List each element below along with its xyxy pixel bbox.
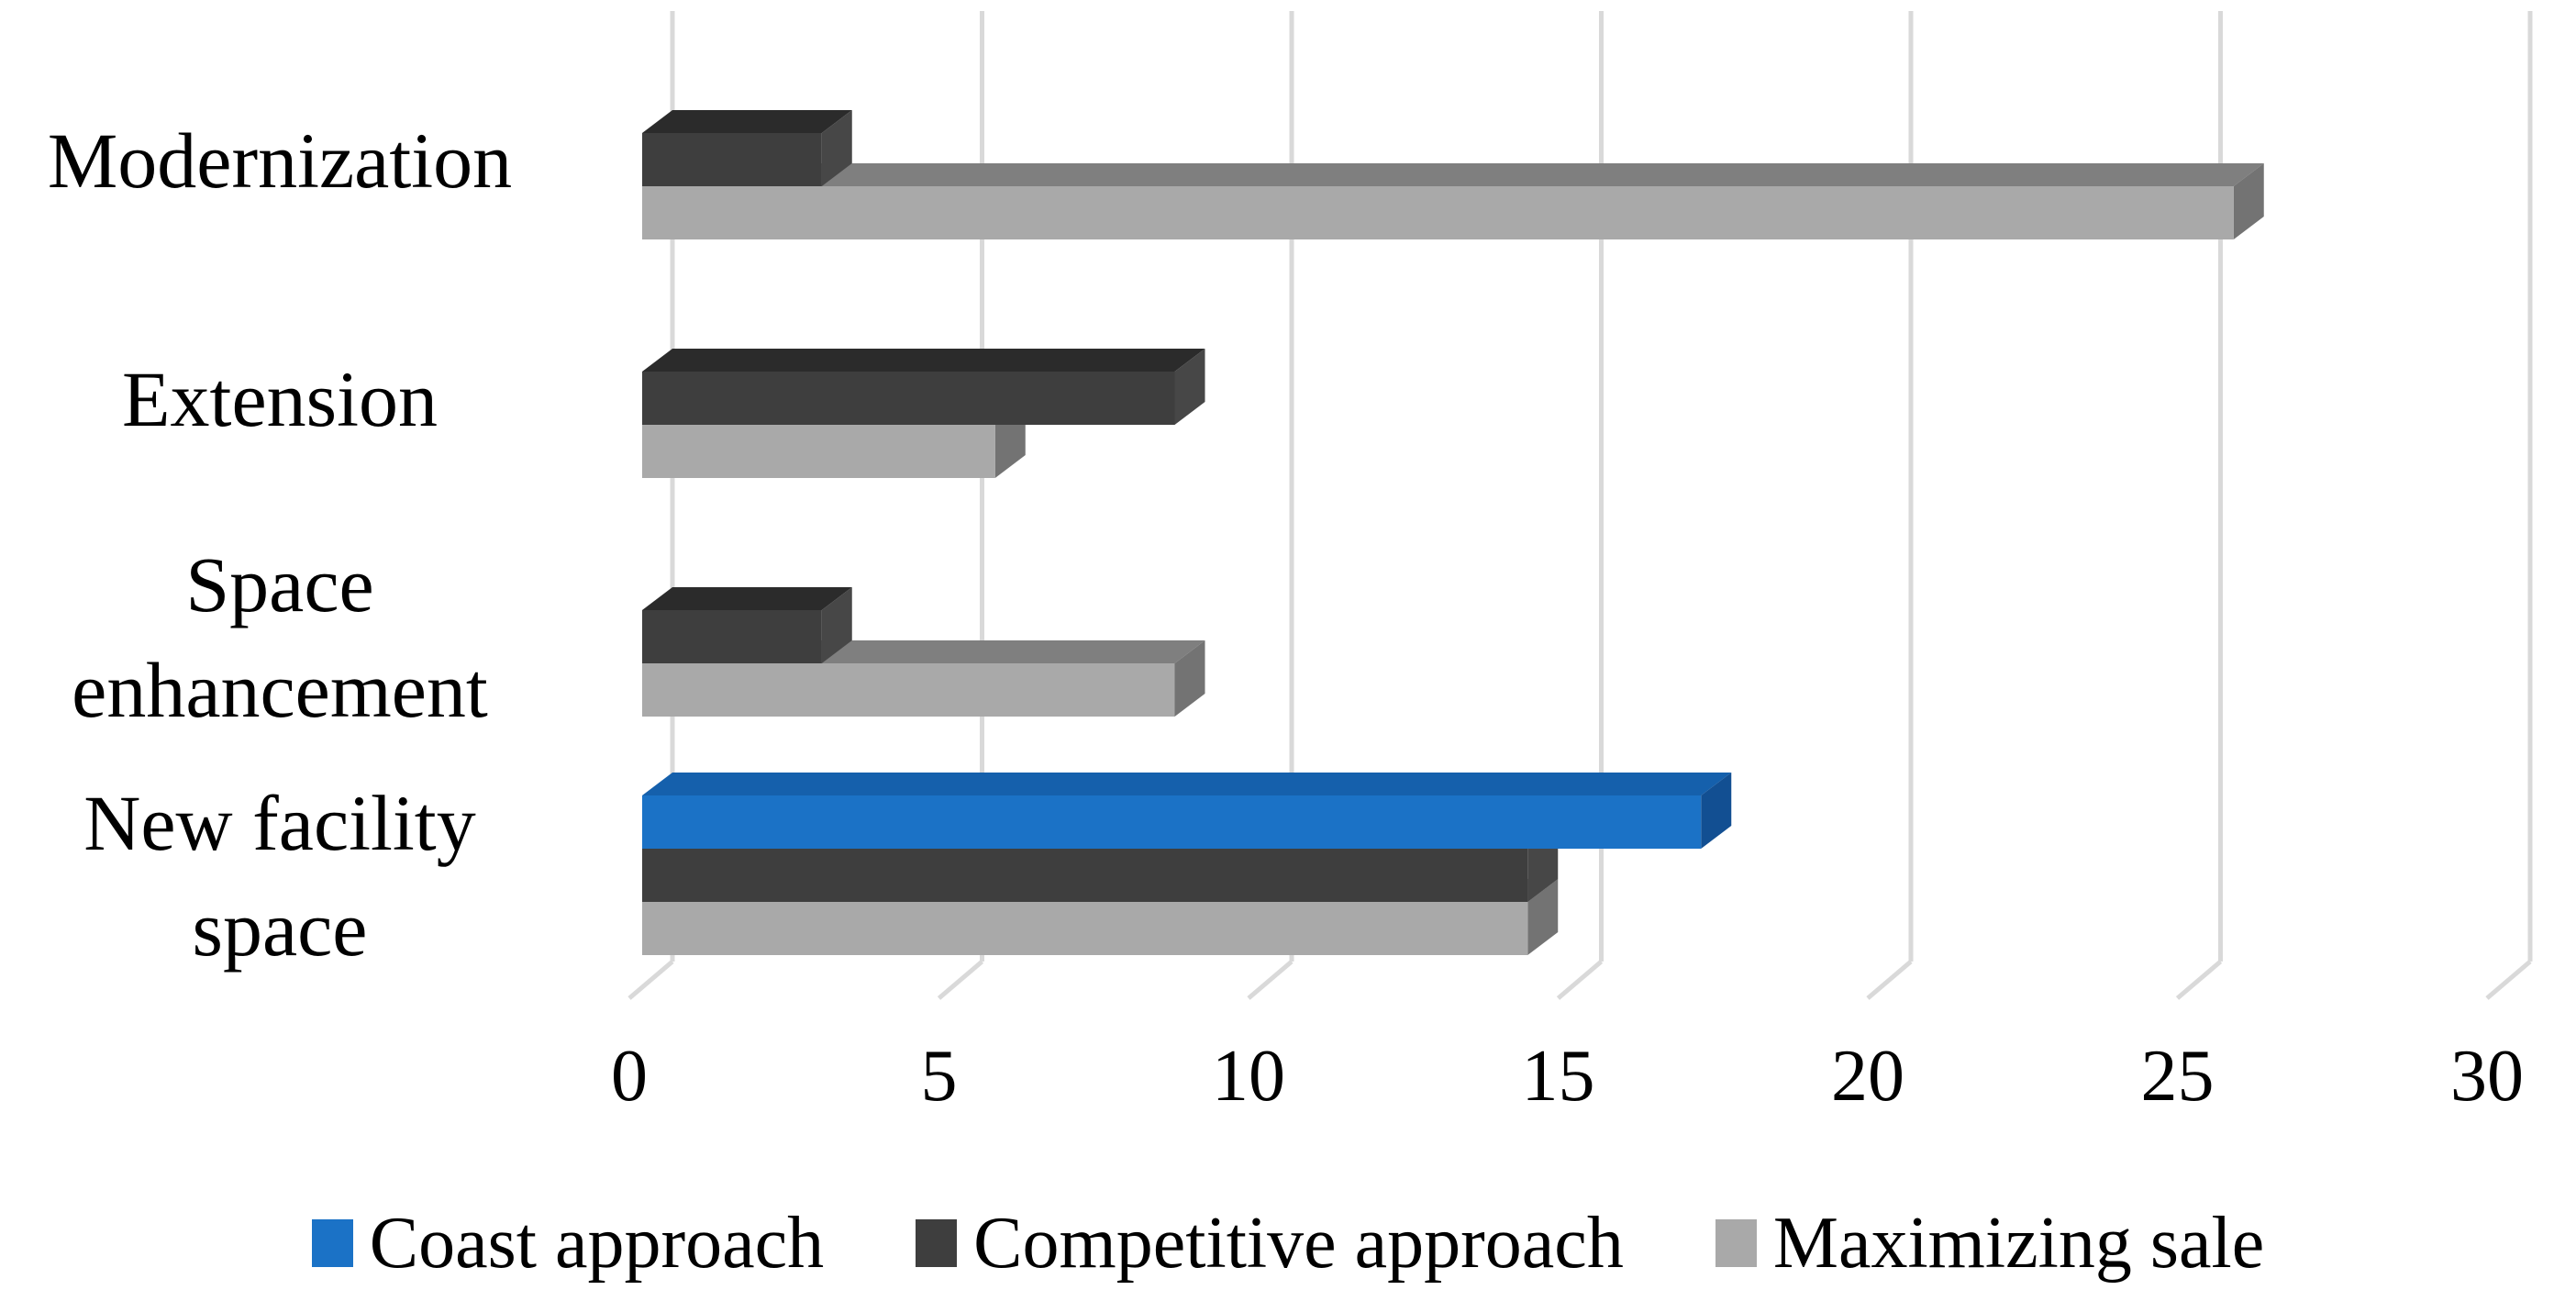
bar-modernization-competitive-approach	[642, 110, 852, 186]
gridline-30	[2485, 11, 2533, 1000]
bar-end-face	[821, 587, 852, 663]
gridline-20	[1866, 11, 1914, 1000]
gridline-25	[2175, 11, 2223, 1000]
x-tick-label-5: 5	[920, 1036, 958, 1117]
category-label-space-enhancement: Space enhancement	[72, 540, 488, 734]
bar-top-face	[642, 110, 852, 133]
bar-end-face	[1174, 349, 1205, 425]
x-tick-label-30: 30	[2450, 1036, 2524, 1117]
legend-label: Coast approach	[369, 1203, 825, 1284]
bar-top-face	[642, 349, 1205, 372]
bar-end-face	[1701, 773, 1732, 849]
legend-item-competitive-approach: Competitive approach	[916, 1199, 1624, 1287]
bar-top-face	[642, 773, 1732, 795]
bar-extension-competitive-approach	[642, 349, 1205, 425]
legend: Coast approach Competitive approach Maximi…	[0, 1193, 2576, 1294]
bar-front-face	[642, 425, 995, 478]
bar-front-face	[642, 186, 2234, 239]
legend-label: Competitive approach	[973, 1203, 1624, 1284]
bar-front-face	[642, 902, 1528, 955]
bar-top-face	[642, 587, 852, 610]
legend-swatch-icon	[916, 1219, 958, 1267]
legend-swatch-icon	[311, 1219, 353, 1267]
bar-front-face	[642, 133, 822, 186]
legend-label: Maximizing sale	[1772, 1203, 2265, 1284]
bar-space-enhancement-competitive-approach	[642, 587, 852, 663]
bar-end-face	[1174, 640, 1205, 717]
bar-front-face	[642, 663, 1175, 717]
bar-front-face	[642, 849, 1528, 902]
x-tick-label-25: 25	[2140, 1036, 2215, 1117]
bar-end-face	[1527, 879, 1559, 955]
bar-front-face	[642, 795, 1702, 849]
bar-end-face	[2233, 163, 2264, 239]
gridline-15	[1556, 11, 1604, 1000]
x-tick-label-20: 20	[1831, 1036, 1904, 1117]
bar-modernization-maximizing-sale	[642, 163, 2264, 239]
bar-end-face	[821, 110, 852, 186]
legend-swatch-icon	[1715, 1219, 1757, 1267]
legend-item-maximizing-sale: Maximizing sale	[1715, 1199, 2264, 1287]
bar-front-face	[642, 372, 1175, 425]
category-label-extension: Extension	[122, 354, 438, 443]
x-tick-label-10: 10	[1212, 1036, 1285, 1117]
category-label-new-facility-space: New facility space	[83, 779, 476, 973]
x-tick-label-15: 15	[1521, 1036, 1595, 1117]
legend-item-coast-approach: Coast approach	[311, 1199, 825, 1287]
x-tick-label-0: 0	[611, 1036, 648, 1117]
bar-front-face	[642, 610, 822, 663]
category-label-modernization: Modernization	[47, 116, 513, 205]
bar-top-face	[642, 163, 2264, 186]
bar-new-facility-space-coast-approach	[642, 773, 1732, 849]
